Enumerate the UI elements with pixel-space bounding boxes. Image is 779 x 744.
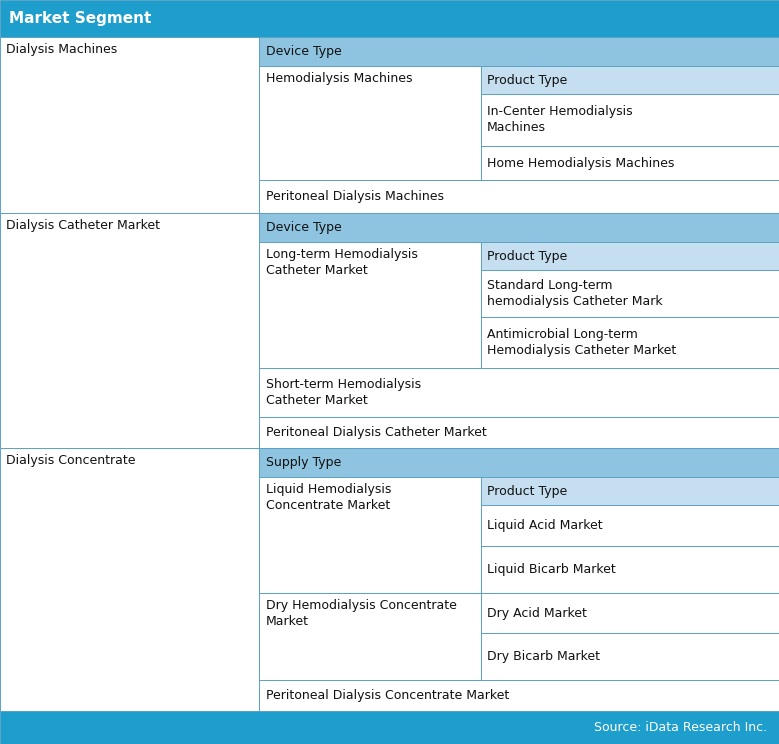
Bar <box>0 449 259 711</box>
Bar <box>481 505 779 546</box>
Bar <box>481 478 779 505</box>
Text: Standard Long-term
hemodialysis Catheter Mark: Standard Long-term hemodialysis Catheter… <box>487 279 662 308</box>
Text: Peritoneal Dialysis Concentrate Market: Peritoneal Dialysis Concentrate Market <box>266 689 509 702</box>
Bar <box>259 213 779 243</box>
Text: Source: iData Research Inc.: Source: iData Research Inc. <box>594 721 767 734</box>
Text: Market Segment: Market Segment <box>9 11 152 26</box>
Bar <box>259 417 779 449</box>
Text: Dry Bicarb Market: Dry Bicarb Market <box>487 650 600 663</box>
Bar <box>481 633 779 680</box>
Text: Product Type: Product Type <box>487 74 567 87</box>
Bar <box>481 270 779 317</box>
Bar <box>0 0 779 37</box>
Bar <box>259 181 779 213</box>
Text: Peritoneal Dialysis Catheter Market: Peritoneal Dialysis Catheter Market <box>266 426 486 439</box>
Bar <box>259 478 481 593</box>
Text: Long-term Hemodialysis
Catheter Market: Long-term Hemodialysis Catheter Market <box>266 248 418 277</box>
Text: Home Hemodialysis Machines: Home Hemodialysis Machines <box>487 156 675 170</box>
Bar <box>481 146 779 181</box>
Bar <box>259 37 779 66</box>
Bar <box>481 243 779 270</box>
Text: Supply Type: Supply Type <box>266 456 341 469</box>
Text: Hemodialysis Machines: Hemodialysis Machines <box>266 72 412 86</box>
Bar <box>259 449 779 478</box>
Bar <box>259 66 481 181</box>
Text: Liquid Hemodialysis
Concentrate Market: Liquid Hemodialysis Concentrate Market <box>266 484 391 513</box>
Bar <box>0 213 259 449</box>
Bar <box>0 711 779 744</box>
Bar <box>0 37 259 213</box>
Text: Product Type: Product Type <box>487 485 567 498</box>
Bar <box>259 680 779 711</box>
Text: In-Center Hemodialysis
Machines: In-Center Hemodialysis Machines <box>487 106 633 135</box>
Text: Dry Hemodialysis Concentrate
Market: Dry Hemodialysis Concentrate Market <box>266 599 456 628</box>
Text: Device Type: Device Type <box>266 45 341 58</box>
Bar <box>259 368 779 417</box>
Bar <box>481 546 779 593</box>
Bar <box>481 593 779 633</box>
Text: Short-term Hemodialysis
Catheter Market: Short-term Hemodialysis Catheter Market <box>266 378 421 407</box>
Text: Dialysis Machines: Dialysis Machines <box>6 43 118 57</box>
Text: Dialysis Concentrate: Dialysis Concentrate <box>6 455 136 467</box>
Text: Liquid Bicarb Market: Liquid Bicarb Market <box>487 563 615 576</box>
Text: Antimicrobial Long-term
Hemodialysis Catheter Market: Antimicrobial Long-term Hemodialysis Cat… <box>487 328 676 357</box>
Bar <box>259 593 481 680</box>
Bar <box>481 66 779 94</box>
Text: Liquid Acid Market: Liquid Acid Market <box>487 519 602 532</box>
Text: Product Type: Product Type <box>487 250 567 263</box>
Bar <box>259 243 481 368</box>
Bar <box>481 317 779 368</box>
Text: Dry Acid Market: Dry Acid Market <box>487 606 587 620</box>
Text: Peritoneal Dialysis Machines: Peritoneal Dialysis Machines <box>266 190 443 203</box>
Text: Dialysis Catheter Market: Dialysis Catheter Market <box>6 219 160 232</box>
Text: Device Type: Device Type <box>266 221 341 234</box>
Bar <box>481 94 779 146</box>
